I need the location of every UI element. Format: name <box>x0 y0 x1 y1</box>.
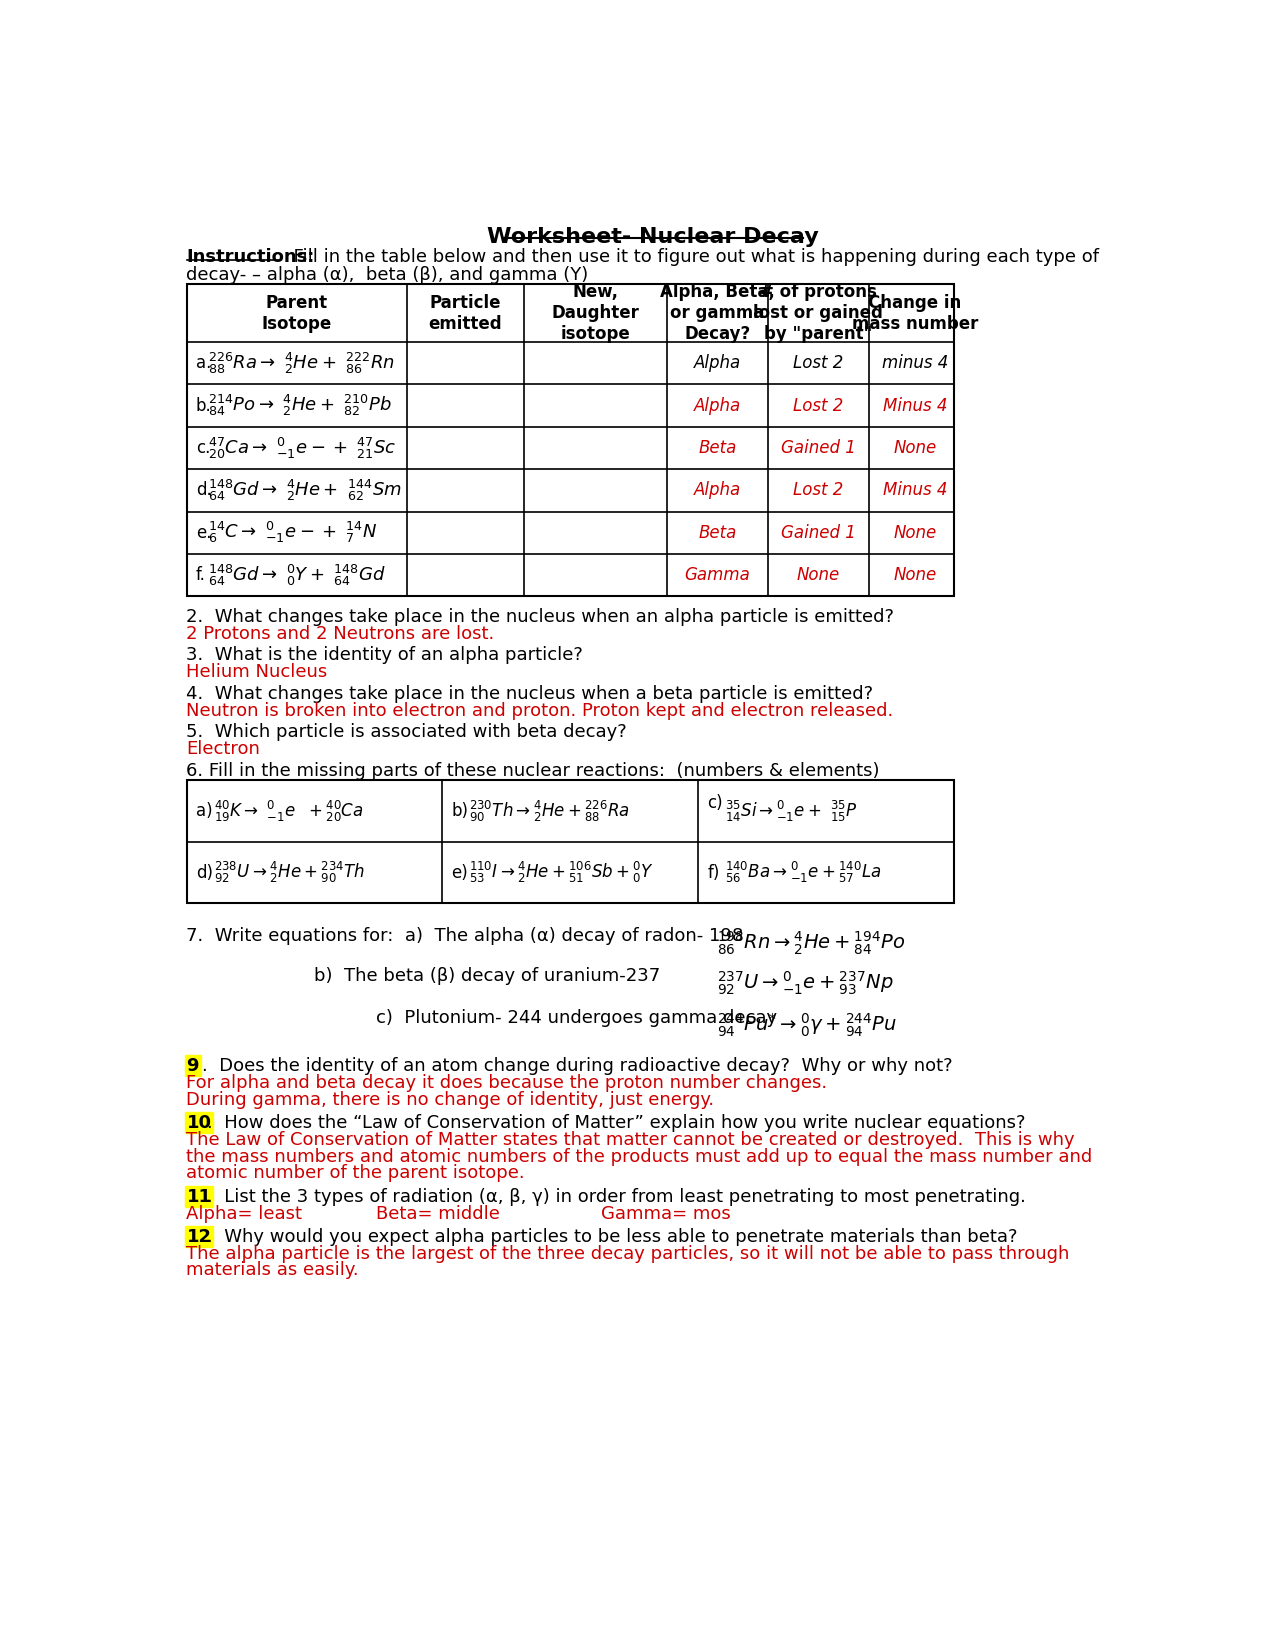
Text: e): e) <box>451 863 468 882</box>
Text: 11: 11 <box>186 1187 212 1205</box>
Text: Electron: Electron <box>186 740 260 758</box>
Text: 10: 10 <box>186 1114 212 1131</box>
Text: 7.  Write equations for:  a)  The alpha (α) decay of radon- 198: 7. Write equations for: a) The alpha (α)… <box>186 926 743 944</box>
Text: a.: a. <box>196 355 212 371</box>
Bar <box>186 781 954 903</box>
Text: 9: 9 <box>186 1057 199 1075</box>
Text: decay- – alpha (α),  beta (β), and gamma (Y): decay- – alpha (α), beta (β), and gamma … <box>186 266 589 284</box>
Text: 4.  What changes take place in the nucleus when a beta particle is emitted?: 4. What changes take place in the nucleu… <box>186 685 873 703</box>
Text: c.: c. <box>196 439 210 457</box>
Text: Fill in the table below and then use it to figure out what is happening during e: Fill in the table below and then use it … <box>282 248 1099 266</box>
Text: $^{237}_{92}U \rightarrow^{0}_{-1}e+^{237}_{93}Np$: $^{237}_{92}U \rightarrow^{0}_{-1}e+^{23… <box>718 969 894 997</box>
Text: Alpha= least: Alpha= least <box>186 1205 302 1222</box>
Text: Neutron is broken into electron and proton. Proton kept and electron released.: Neutron is broken into electron and prot… <box>186 702 894 720</box>
Text: The alpha particle is the largest of the three decay particles, so it will not b: The alpha particle is the largest of the… <box>186 1245 1070 1263</box>
Text: $^{238}_{92}U \rightarrow^{4}_{2}He+^{234}_{90}Th$: $^{238}_{92}U \rightarrow^{4}_{2}He+^{23… <box>214 860 365 885</box>
Text: 6. Fill in the missing parts of these nuclear reactions:  (numbers & elements): 6. Fill in the missing parts of these nu… <box>186 761 880 779</box>
Text: minus 4: minus 4 <box>882 355 949 371</box>
Text: For alpha and beta decay it does because the proton number changes.: For alpha and beta decay it does because… <box>186 1073 827 1091</box>
Text: Minus 4: Minus 4 <box>882 396 947 414</box>
Text: Lost 2: Lost 2 <box>793 482 843 499</box>
Text: c)  Plutonium- 244 undergoes gamma decay: c) Plutonium- 244 undergoes gamma decay <box>376 1009 778 1027</box>
Text: materials as easily.: materials as easily. <box>186 1261 360 1280</box>
Text: Change in
mass number: Change in mass number <box>852 294 978 332</box>
Text: None: None <box>894 566 937 584</box>
Text: Minus 4: Minus 4 <box>882 482 947 499</box>
Text: $^{35}_{14}Si \rightarrow^{0}_{-1}e+\ ^{35}_{15}P$: $^{35}_{14}Si \rightarrow^{0}_{-1}e+\ ^{… <box>725 799 858 824</box>
Text: 2.  What changes take place in the nucleus when an alpha particle is emitted?: 2. What changes take place in the nucleu… <box>186 608 895 626</box>
Text: The Law of Conservation of Matter states that matter cannot be created or destro: The Law of Conservation of Matter states… <box>186 1131 1075 1149</box>
Text: the mass numbers and atomic numbers of the products must add up to equal the mas: the mass numbers and atomic numbers of t… <box>186 1147 1093 1166</box>
Text: None: None <box>894 523 937 542</box>
Text: Beta: Beta <box>699 439 737 457</box>
Text: b): b) <box>451 802 468 821</box>
Text: .  Does the identity of an atom change during radioactive decay?  Why or why not: . Does the identity of an atom change du… <box>201 1057 952 1075</box>
Text: 5.  Which particle is associated with beta decay?: 5. Which particle is associated with bet… <box>186 723 627 741</box>
Text: f.: f. <box>196 566 205 584</box>
Text: $^{198}_{86}Rn \rightarrow^{4}_{2}He+^{194}_{84}Po$: $^{198}_{86}Rn \rightarrow^{4}_{2}He+^{1… <box>718 930 905 958</box>
Text: .  List the 3 types of radiation (α, β, γ) in order from least penetrating to mo: . List the 3 types of radiation (α, β, γ… <box>208 1187 1026 1205</box>
Text: Alpha, Beta,
or gamma
Decay?: Alpha, Beta, or gamma Decay? <box>660 284 775 343</box>
Text: Gained 1: Gained 1 <box>780 439 856 457</box>
Text: Lost 2: Lost 2 <box>793 396 843 414</box>
Text: $^{40}_{19}K \rightarrow\ ^{0}_{-1}e\ \ +^{40}_{20}Ca$: $^{40}_{19}K \rightarrow\ ^{0}_{-1}e\ \ … <box>214 799 363 824</box>
Text: Gamma: Gamma <box>685 566 750 584</box>
Text: Instructions:: Instructions: <box>186 248 315 266</box>
Text: $^{47}_{20}Ca \rightarrow\ ^{0}_{-1}e- + \ ^{47}_{21}Sc$: $^{47}_{20}Ca \rightarrow\ ^{0}_{-1}e- +… <box>208 436 397 461</box>
Text: During gamma, there is no change of identity, just energy.: During gamma, there is no change of iden… <box>186 1091 714 1108</box>
Text: Beta= middle: Beta= middle <box>376 1205 500 1222</box>
Text: 12: 12 <box>186 1228 212 1245</box>
Text: 2 Protons and 2 Neutrons are lost.: 2 Protons and 2 Neutrons are lost. <box>186 624 495 642</box>
Text: $^{244}_{94}Pu^{*} \rightarrow^{0}_{0}\gamma+^{244}_{94}Pu$: $^{244}_{94}Pu^{*} \rightarrow^{0}_{0}\g… <box>718 1012 898 1040</box>
Text: Gamma= mos: Gamma= mos <box>601 1205 731 1222</box>
Text: $^{148}_{64}Gd \rightarrow\ ^{4}_{2}He + \ ^{144}_{62}Sm$: $^{148}_{64}Gd \rightarrow\ ^{4}_{2}He +… <box>208 477 402 504</box>
Text: b)  The beta (β) decay of uranium-237: b) The beta (β) decay of uranium-237 <box>315 966 660 984</box>
Text: d): d) <box>196 863 213 882</box>
Text: d.: d. <box>196 482 212 499</box>
Text: Helium Nucleus: Helium Nucleus <box>186 664 328 682</box>
Text: Alpha: Alpha <box>694 396 741 414</box>
Text: None: None <box>797 566 840 584</box>
Text: b.: b. <box>196 396 212 414</box>
Text: a): a) <box>196 802 213 821</box>
Text: Alpha: Alpha <box>694 482 741 499</box>
Text: $^{226}_{88}Ra \rightarrow\ ^{4}_{2}He + \ ^{222}_{86}Rn$: $^{226}_{88}Ra \rightarrow\ ^{4}_{2}He +… <box>208 350 395 376</box>
Text: $^{230}_{90}Th \rightarrow^{4}_{2}He+^{226}_{88}Ra$: $^{230}_{90}Th \rightarrow^{4}_{2}He+^{2… <box>469 799 630 824</box>
Text: 3.  What is the identity of an alpha particle?: 3. What is the identity of an alpha part… <box>186 646 584 664</box>
Text: $^{214}_{84}Po \rightarrow\ ^{4}_{2}He + \ ^{210}_{82}Pb$: $^{214}_{84}Po \rightarrow\ ^{4}_{2}He +… <box>208 393 393 418</box>
Text: Alpha: Alpha <box>694 355 741 371</box>
Text: $^{148}_{64}Gd \rightarrow\ ^{0}_{0}Y + \ ^{148}_{64}Gd$: $^{148}_{64}Gd \rightarrow\ ^{0}_{0}Y + … <box>208 563 386 588</box>
Text: .  How does the “Law of Conservation of Matter” explain how you write nuclear eq: . How does the “Law of Conservation of M… <box>208 1114 1026 1131</box>
Text: New,
Daughter
isotope: New, Daughter isotope <box>551 284 639 343</box>
Text: Beta: Beta <box>699 523 737 542</box>
Text: .  Why would you expect alpha particles to be less able to penetrate materials t: . Why would you expect alpha particles t… <box>208 1228 1017 1245</box>
Text: Worksheet- Nuclear Decay: Worksheet- Nuclear Decay <box>487 228 819 248</box>
Text: Gained 1: Gained 1 <box>780 523 856 542</box>
Text: Particle
emitted: Particle emitted <box>428 294 502 332</box>
Text: atomic number of the parent isotope.: atomic number of the parent isotope. <box>186 1164 525 1182</box>
Bar <box>186 284 954 596</box>
Text: e.: e. <box>196 523 212 542</box>
Text: None: None <box>894 439 937 457</box>
Text: $^{140}_{56}Ba \rightarrow^{0}_{-1}e+^{140}_{57}La$: $^{140}_{56}Ba \rightarrow^{0}_{-1}e+^{1… <box>725 860 882 885</box>
Text: Lost 2: Lost 2 <box>793 355 843 371</box>
Text: $^{110}_{53}I \rightarrow^{4}_{2}He+^{106}_{51}Sb+^{0}_{0}Y$: $^{110}_{53}I \rightarrow^{4}_{2}He+^{10… <box>469 860 654 885</box>
Text: f): f) <box>708 863 719 882</box>
Text: # of protons
lost or gained
by "parent": # of protons lost or gained by "parent" <box>754 284 884 343</box>
Text: Parent
Isotope: Parent Isotope <box>261 294 332 332</box>
Text: c): c) <box>708 794 723 812</box>
Text: $^{14}_{6}C \rightarrow\ ^{0}_{-1}e- + \ ^{14}_{7}N$: $^{14}_{6}C \rightarrow\ ^{0}_{-1}e- + \… <box>208 520 377 545</box>
